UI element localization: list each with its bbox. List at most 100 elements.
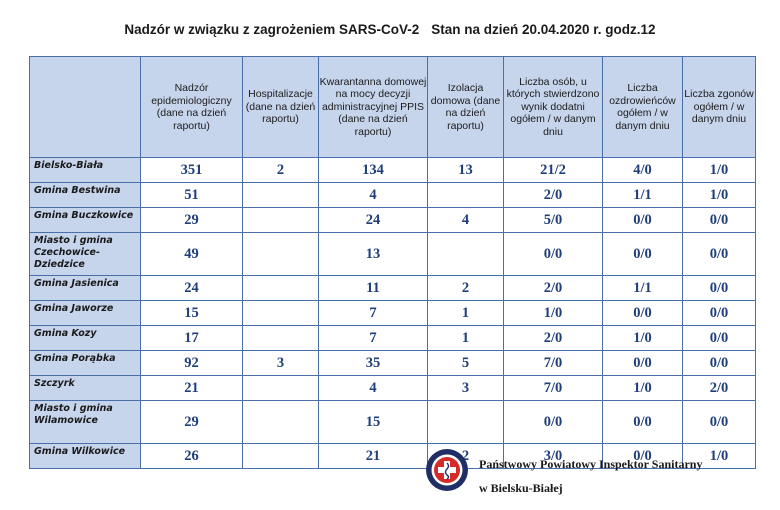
value-cell: 29 (140, 400, 243, 444)
row-name-cell: Gmina Bestwina (29, 182, 141, 208)
table-header-row: Nadzór epidemiologiczny (dane na dzień r… (29, 56, 756, 158)
row-name-cell: Gmina Wilkowice (29, 443, 141, 469)
issuer-line-1: Państwowy Powiatowy Inspektor Sanitarny (479, 457, 703, 471)
title-main: Nadzór w związku z zagrożeniem SARS-CoV-… (124, 22, 420, 37)
value-cell: 24 (318, 207, 428, 233)
value-cell (242, 207, 319, 233)
value-cell (242, 182, 319, 208)
issuer-text: Państwowy Powiatowy Inspektor Sanitarny … (479, 452, 702, 500)
value-cell: 17 (140, 325, 243, 351)
row-name-cell: Gmina Jaworze (29, 300, 141, 326)
value-cell: 1/0 (503, 300, 603, 326)
value-cell: 29 (140, 207, 243, 233)
value-cell: 92 (140, 350, 243, 376)
value-cell: 4 (427, 207, 504, 233)
value-cell: 26 (140, 443, 243, 469)
issuer-block: Państwowy Powiatowy Inspektor Sanitarny … (425, 448, 765, 498)
value-cell: 1/0 (682, 182, 756, 208)
surveillance-table: Nadzór epidemiologiczny (dane na dzień r… (29, 56, 756, 469)
column-header-5: Liczba osób, u których stwierdzono wynik… (503, 56, 603, 158)
value-cell: 0/0 (682, 400, 756, 444)
table-row: Miasto i gmina Czechowice-Dziedzice 49 13 0… (29, 232, 756, 276)
value-cell: 7/0 (503, 375, 603, 401)
row-name-cell: Miasto i gmina Wilamowice (29, 400, 141, 444)
row-name-cell: Szczyrk (29, 375, 141, 401)
table-row: Gmina Jaworze 15 7 1 1/0 0/0 0/0 (29, 300, 756, 326)
column-header-2: Hospitalizacje (dane na dzień raportu) (242, 56, 319, 158)
value-cell: 351 (140, 157, 243, 183)
value-cell: 24 (140, 275, 243, 301)
value-cell: 49 (140, 232, 243, 276)
value-cell: 1/0 (682, 157, 756, 183)
table-row: Miasto i gmina Wilamowice 29 15 0/0 0/0 0/0 (29, 400, 756, 444)
value-cell: 21/2 (503, 157, 603, 183)
value-cell: 21 (140, 375, 243, 401)
value-cell: 0/0 (682, 207, 756, 233)
value-cell: 0/0 (602, 443, 683, 469)
value-cell: 0/0 (682, 325, 756, 351)
column-header-1: Nadzór epidemiologiczny (dane na dzień r… (140, 56, 243, 158)
table-row: Gmina Buczkowice 29 24 4 5/0 0/0 0/0 (29, 207, 756, 233)
value-cell: 0/0 (682, 275, 756, 301)
value-cell (242, 400, 319, 444)
value-cell: 15 (318, 400, 428, 444)
value-cell (242, 375, 319, 401)
value-cell: 11 (318, 275, 428, 301)
value-cell: 3 (427, 375, 504, 401)
table-row: Gmina Jasienica 24 11 2 2/0 1/1 0/0 (29, 275, 756, 301)
table-row: Bielsko-Biała 351 2 134 13 21/2 4/0 1/0 (29, 157, 756, 183)
value-cell (427, 182, 504, 208)
value-cell: 0/0 (503, 232, 603, 276)
value-cell: 13 (318, 232, 428, 276)
value-cell: 1 (427, 300, 504, 326)
row-name-cell: Gmina Jasienica (29, 275, 141, 301)
value-cell (242, 232, 319, 276)
value-cell: 1/0 (682, 443, 756, 469)
title-status-date: Stan na dzień 20.04.2020 r. godz.12 (431, 22, 656, 37)
value-cell (427, 400, 504, 444)
value-cell: 2/0 (503, 325, 603, 351)
value-cell: 0/0 (682, 350, 756, 376)
column-header-3: Kwarantanna domowej na mocy decyzji admi… (318, 56, 428, 158)
value-cell: 21 (318, 443, 428, 469)
value-cell: 2/0 (503, 182, 603, 208)
value-cell: 0/0 (602, 400, 683, 444)
value-cell: 0/0 (682, 300, 756, 326)
value-cell: 1/1 (602, 275, 683, 301)
row-name-cell: Miasto i gmina Czechowice-Dziedzice (29, 232, 141, 276)
row-name-cell: Gmina Buczkowice (29, 207, 141, 233)
value-cell: 0/0 (503, 400, 603, 444)
sanepid-seal-icon (426, 449, 468, 491)
value-cell: 7/0 (503, 350, 603, 376)
value-cell (242, 443, 319, 469)
value-cell: 4 (318, 375, 428, 401)
value-cell: 3/0 (503, 443, 603, 469)
value-cell: 2 (427, 275, 504, 301)
value-cell: 51 (140, 182, 243, 208)
value-cell: 0/0 (602, 300, 683, 326)
value-cell (427, 232, 504, 276)
row-name-cell: Gmina Porąbka (29, 350, 141, 376)
value-cell: 0/0 (682, 232, 756, 276)
column-header-6: Liczba ozdrowieńców ogółem / w danym dni… (602, 56, 683, 158)
column-header-4: Izolacja domowa (dane na dzień raportu) (427, 56, 504, 158)
table-row: Gmina Kozy 17 7 1 2/0 1/0 0/0 (29, 325, 756, 351)
value-cell: 1/1 (602, 182, 683, 208)
value-cell: 5/0 (503, 207, 603, 233)
value-cell: 5 (427, 350, 504, 376)
row-name-cell: Bielsko-Biała (29, 157, 141, 183)
column-header-0 (29, 56, 141, 158)
value-cell: 15 (140, 300, 243, 326)
value-cell (242, 300, 319, 326)
value-cell: 1/0 (602, 325, 683, 351)
value-cell: 7 (318, 325, 428, 351)
value-cell: 7 (318, 300, 428, 326)
value-cell: 13 (427, 157, 504, 183)
value-cell: 4/0 (602, 157, 683, 183)
value-cell (242, 275, 319, 301)
row-name-cell: Gmina Kozy (29, 325, 141, 351)
value-cell: 1 (427, 325, 504, 351)
value-cell: 2/0 (682, 375, 756, 401)
page-title: Nadzór w związku z zagrożeniem SARS-CoV-… (0, 22, 780, 37)
value-cell: 0/0 (602, 232, 683, 276)
